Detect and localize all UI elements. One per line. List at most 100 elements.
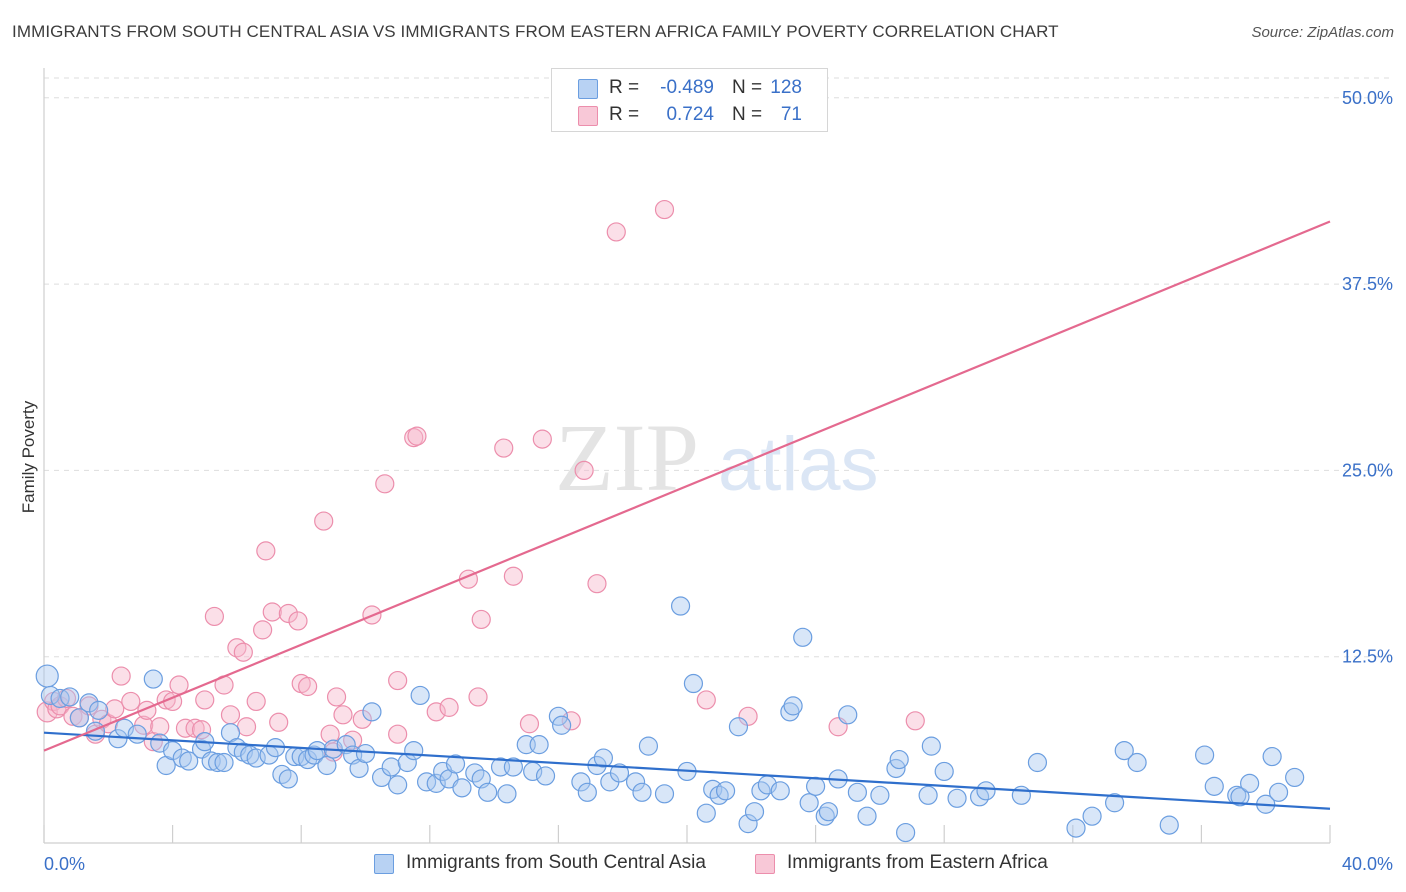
south-central-asia-point [336, 735, 356, 755]
eastern-africa-point [404, 428, 424, 448]
south-central-asia-point [857, 806, 877, 826]
south-central-asia-point [307, 740, 327, 761]
correlation-legend: R = -0.489 N = 128 R = 0.724 N = 71 [551, 68, 828, 132]
south-central-asia-point [889, 749, 909, 770]
x-axis-max-label: 40.0% [1342, 854, 1393, 874]
south-central-asia-point [947, 788, 967, 808]
south-central-asia-point [371, 767, 392, 788]
south-central-asia-point [163, 740, 183, 761]
eastern-africa-point [298, 676, 318, 697]
legend-swatch-pink [755, 854, 775, 874]
series-south-central-asia [35, 596, 1305, 843]
south-central-asia-point [976, 781, 996, 801]
legend-swatch-pink [578, 106, 598, 126]
south-central-asia-point [1230, 787, 1250, 807]
eastern-africa-point [278, 603, 298, 624]
eastern-africa-point [220, 705, 241, 725]
south-central-asia-point [278, 769, 298, 789]
y-tick-labels: 12.5% 25.0% 37.5% 50.0% [1342, 88, 1393, 667]
eastern-africa-point [587, 574, 607, 594]
legend-n-value: 71 [780, 104, 802, 125]
eastern-africa-point [233, 642, 253, 662]
south-central-asia-point [918, 785, 938, 805]
axes [43, 68, 1331, 844]
y-tick-label: 50.0% [1342, 88, 1393, 108]
south-central-asia-point [571, 772, 591, 792]
eastern-africa-point [253, 620, 273, 640]
legend-n-label: N = [732, 104, 763, 125]
trend-line-eastern-africa [43, 220, 1331, 752]
south-central-asia-point [838, 705, 858, 725]
south-central-asia-point [362, 702, 382, 722]
eastern-africa-point [519, 714, 540, 734]
south-central-asia-point [1127, 752, 1147, 773]
south-central-asia-point [497, 784, 517, 804]
eastern-africa-point [388, 724, 408, 744]
legend-r-value: -0.489 [660, 77, 714, 98]
south-central-asia-point [214, 752, 234, 773]
legend-label: Immigrants from South Central Asia [406, 852, 706, 873]
eastern-africa-point [468, 687, 488, 707]
south-central-asia-point [179, 751, 199, 771]
eastern-africa-point [56, 688, 77, 709]
south-central-asia-point [770, 781, 790, 801]
south-central-asia-point [60, 687, 80, 707]
eastern-africa-point [269, 712, 289, 732]
eastern-africa-point [105, 699, 125, 719]
eastern-africa-point [121, 691, 141, 712]
south-central-asia-point [1240, 773, 1260, 793]
legend-swatch-blue [374, 854, 394, 874]
south-central-asia-point [1104, 793, 1125, 813]
south-central-asia-point [1204, 776, 1224, 796]
eastern-africa-point [738, 706, 758, 726]
south-central-asia-point [50, 688, 70, 709]
south-central-asia-point [696, 803, 716, 823]
south-central-asia-point [1268, 782, 1289, 802]
eastern-africa-point [111, 666, 131, 686]
eastern-africa-point [696, 690, 716, 710]
south-central-asia-point [728, 717, 749, 737]
south-central-asia-point [632, 782, 652, 802]
south-central-asia-point [625, 772, 646, 792]
south-central-asia-point [381, 757, 401, 777]
south-central-asia-point [683, 673, 704, 694]
legend-row-south-central-asia: R = -0.489 N = 128 [552, 75, 827, 101]
south-central-asia-point [1027, 752, 1048, 773]
south-central-asia-point [1114, 740, 1134, 761]
trend-lines [43, 220, 1331, 810]
y-axis-title: Family Poverty [19, 400, 38, 513]
south-central-asia-point [638, 736, 659, 756]
south-central-asia-point [1262, 746, 1282, 767]
eastern-africa-point [471, 609, 491, 630]
eastern-africa-point [63, 706, 83, 726]
south-central-asia-point [535, 766, 556, 786]
legend-swatch-blue [578, 79, 598, 99]
south-central-asia-point [1066, 818, 1086, 838]
eastern-africa-point [503, 566, 523, 586]
eastern-africa-point [256, 541, 276, 561]
south-central-asia-point [1285, 767, 1305, 788]
eastern-africa-point [150, 717, 170, 737]
source-label: Source: ZipAtlas.com [1251, 24, 1394, 41]
south-central-asia-point [783, 696, 803, 716]
eastern-africa-point [606, 222, 626, 242]
south-central-asia-point [896, 822, 916, 843]
south-central-asia-point [805, 776, 826, 796]
south-central-asia-point [143, 669, 163, 689]
south-central-asia-point [208, 752, 228, 773]
eastern-africa-point [494, 438, 514, 458]
legend-r-value: 0.724 [666, 104, 714, 125]
south-central-asia-point [670, 596, 691, 616]
eastern-africa-point [246, 691, 266, 712]
y-tick-label: 25.0% [1342, 460, 1393, 480]
watermark-zip: ZIP [555, 404, 699, 511]
series-eastern-africa [36, 199, 925, 762]
south-central-asia-point [388, 775, 408, 795]
eastern-africa-point [426, 702, 446, 722]
eastern-africa-point [388, 670, 408, 691]
south-central-asia-point [410, 685, 430, 706]
eastern-africa-point [204, 606, 224, 627]
eastern-africa-point [326, 687, 347, 707]
south-central-asia-point [715, 781, 736, 801]
south-central-asia-point [445, 754, 466, 774]
